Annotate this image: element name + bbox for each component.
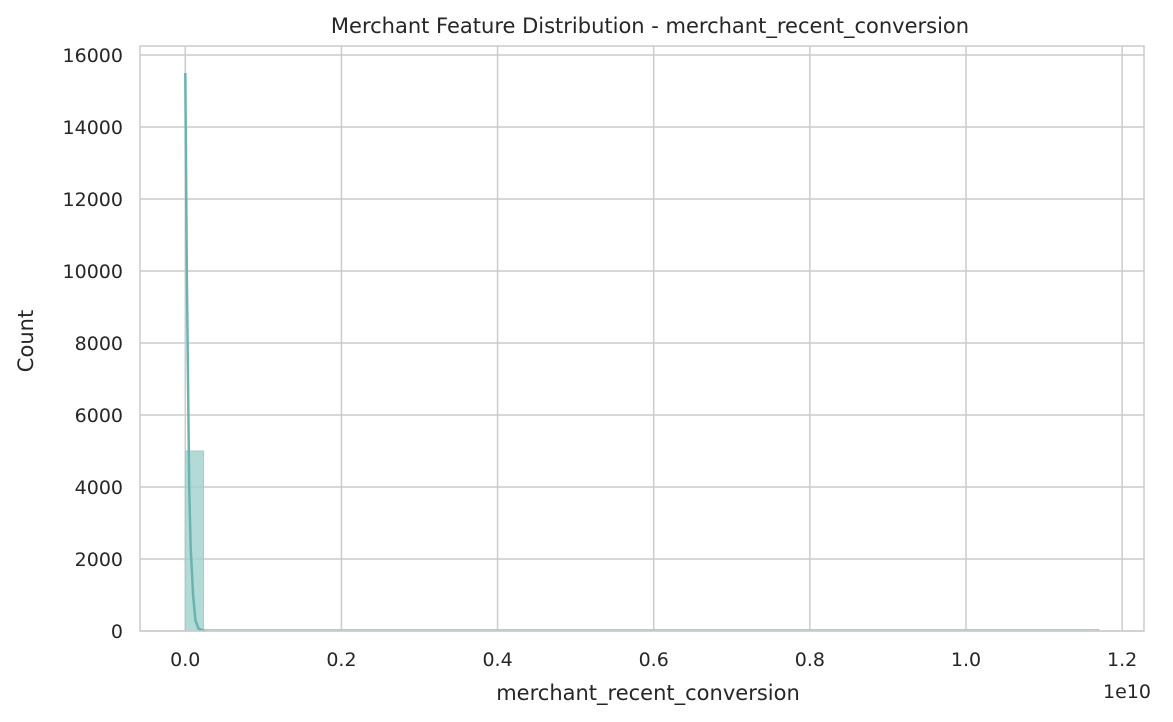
kde-line xyxy=(184,72,206,633)
x-tick-label: 0.2 xyxy=(326,649,356,671)
y-tick-label: 14000 xyxy=(63,117,123,139)
y-tick-label: 16000 xyxy=(63,45,123,67)
x-tick-label: 1.0 xyxy=(951,649,981,671)
y-tick-label: 12000 xyxy=(63,189,123,211)
y-tick-label: 4000 xyxy=(75,477,123,499)
y-tick-label: 0 xyxy=(111,621,123,643)
y-tick-label: 2000 xyxy=(75,549,123,571)
bars xyxy=(184,450,1100,632)
y-tick-label: 10000 xyxy=(63,261,123,283)
x-offset-label: 1e10 xyxy=(1103,681,1151,703)
plot-frame xyxy=(139,45,1145,632)
x-ticks: 0.0 0.2 0.4 0.6 0.8 1.0 1.2 xyxy=(170,649,1137,671)
x-axis-label: merchant_recent_conversion xyxy=(496,681,800,706)
y-tick-label: 8000 xyxy=(75,333,123,355)
grid xyxy=(140,46,1144,632)
y-ticks: 0 2000 4000 6000 8000 10000 12000 14000 16000 xyxy=(63,45,123,643)
x-tick-label: 0.4 xyxy=(482,649,512,671)
y-axis-label: Count xyxy=(14,310,38,372)
x-tick-label: 0.8 xyxy=(795,649,825,671)
x-tick-label: 0.0 xyxy=(170,649,200,671)
chart-title: Merchant Feature Distribution - merchant… xyxy=(331,14,969,39)
x-tick-label: 1.2 xyxy=(1107,649,1137,671)
y-tick-label: 6000 xyxy=(75,405,123,427)
x-tick-label: 0.6 xyxy=(639,649,669,671)
